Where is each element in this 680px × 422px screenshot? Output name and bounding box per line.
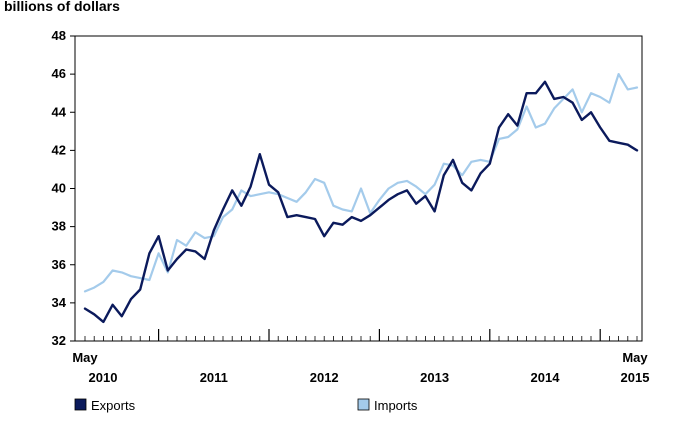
legend-label-exports: Exports <box>91 398 136 413</box>
series-line-imports <box>83 72 639 293</box>
x-start-year: 2010 <box>89 370 118 385</box>
y-tick-label-5: 42 <box>52 142 66 157</box>
y-tick-label-6: 44 <box>52 104 67 119</box>
legend-item-imports: Imports <box>357 398 418 413</box>
x-year-label-2012: 2012 <box>310 370 339 385</box>
y-axis: 32 34 36 38 40 42 44 46 48 <box>52 28 75 348</box>
legend-item-exports: Exports <box>74 398 136 413</box>
y-tick-label-7: 46 <box>52 66 66 81</box>
y-axis-title: billions of dollars <box>4 0 120 14</box>
series-layer <box>83 72 639 324</box>
y-tick-label-4: 40 <box>52 181 66 196</box>
legend-swatch-exports <box>74 398 87 411</box>
x-axis: May 2010 May 2015 2011 2012 2013 2014 <box>72 329 649 385</box>
y-tick-label-8: 48 <box>52 28 66 43</box>
series-line-exports <box>83 80 639 324</box>
x-start-month: May <box>72 350 98 365</box>
x-end-month: May <box>622 350 648 365</box>
x-end-year: 2015 <box>621 370 650 385</box>
x-year-label-2014: 2014 <box>531 370 561 385</box>
legend: Exports Imports <box>74 398 418 413</box>
plot-frame <box>74 35 643 342</box>
y-tick-label-1: 34 <box>52 295 67 310</box>
y-tick-label-3: 38 <box>52 219 66 234</box>
x-year-label-2011: 2011 <box>200 370 228 385</box>
y-tick-label-0: 32 <box>52 333 66 348</box>
legend-label-imports: Imports <box>374 398 418 413</box>
legend-swatch-imports <box>357 398 370 411</box>
y-tick-label-2: 36 <box>52 257 66 272</box>
x-year-label-2013: 2013 <box>420 370 449 385</box>
